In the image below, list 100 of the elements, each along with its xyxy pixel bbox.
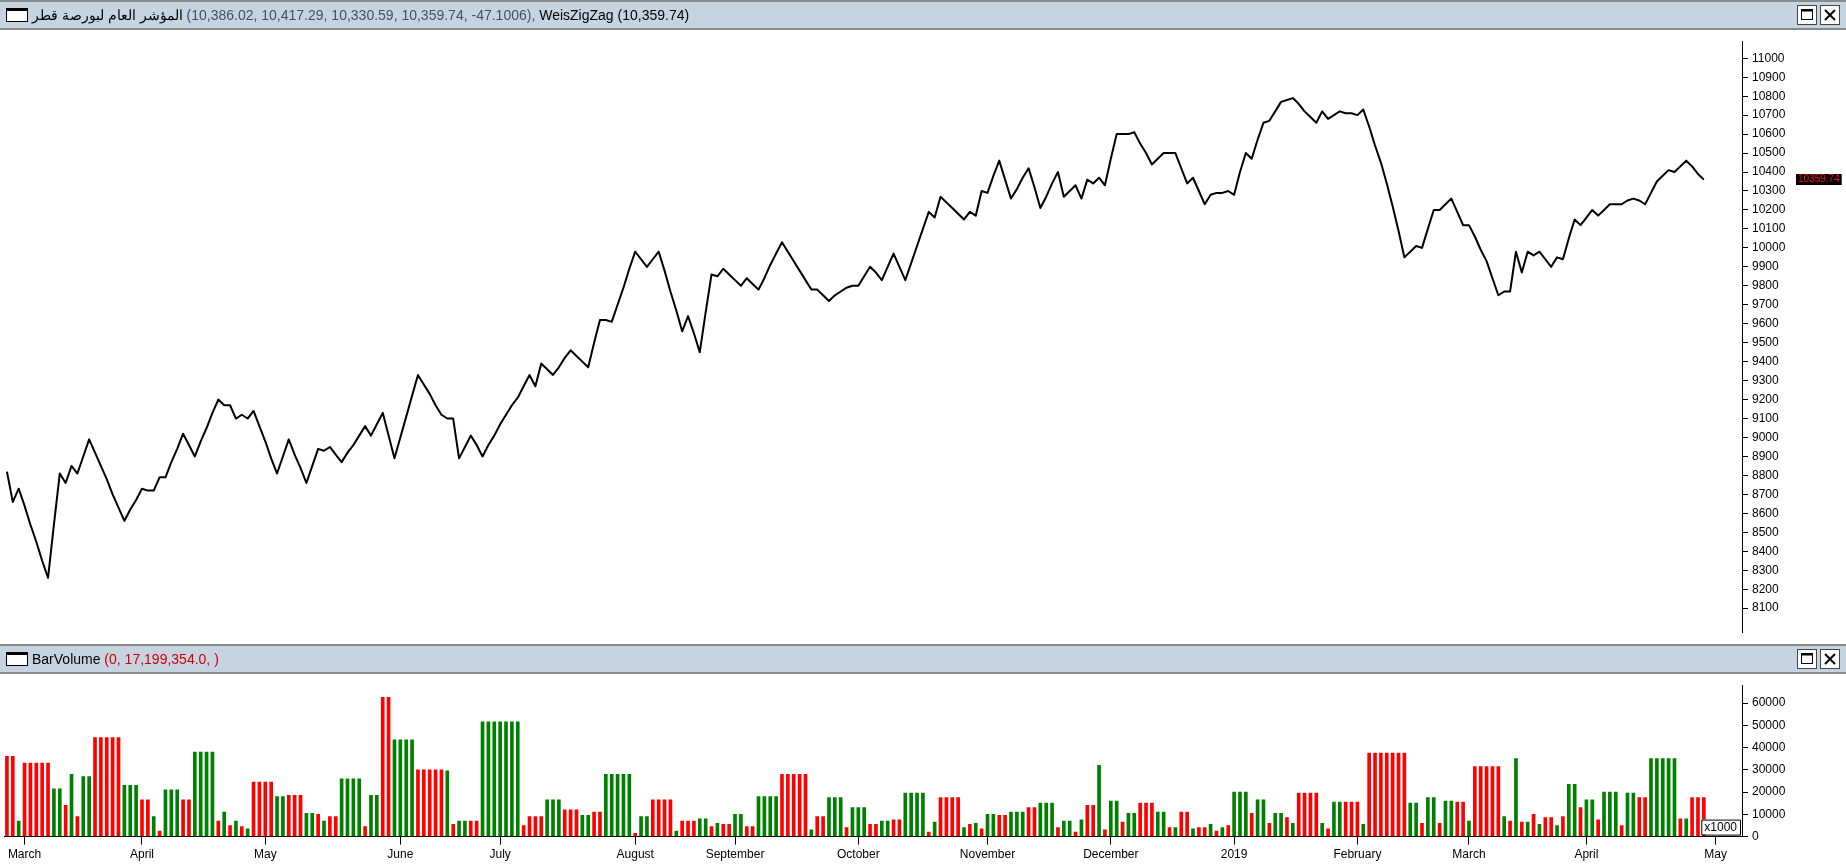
- bar: [1514, 758, 1518, 837]
- bar: [93, 737, 97, 837]
- bar: [1655, 758, 1659, 837]
- y-tick-label: 8300: [1752, 562, 1780, 577]
- bar: [633, 832, 638, 837]
- bar: [1332, 801, 1336, 837]
- x-tick-label: March: [7, 847, 42, 862]
- bar: [1185, 811, 1189, 837]
- bar: [492, 721, 497, 837]
- x-tick-label: August: [616, 847, 655, 862]
- bar: [134, 785, 138, 837]
- bar: [380, 697, 385, 837]
- bar: [909, 792, 913, 837]
- bar: [1690, 797, 1694, 837]
- bar: [956, 797, 960, 837]
- y-tick-label: 8500: [1752, 524, 1780, 539]
- y-tick-label: 10300: [1752, 183, 1786, 198]
- bar: [1097, 765, 1101, 837]
- bar: [545, 799, 549, 837]
- x-tick-label: May: [1704, 847, 1727, 862]
- bar: [879, 820, 884, 837]
- bar: [269, 781, 273, 837]
- bar: [1056, 827, 1060, 837]
- bar: [1285, 817, 1289, 837]
- bar: [463, 820, 467, 837]
- bar: [281, 796, 285, 837]
- bar: [1050, 802, 1054, 837]
- bar: [1279, 812, 1283, 837]
- y-tick-label: 9200: [1752, 391, 1780, 406]
- bar: [1202, 827, 1207, 837]
- bar: [727, 824, 731, 837]
- bar: [128, 785, 133, 837]
- bar: [457, 820, 461, 837]
- x-tick-label: April: [1574, 847, 1599, 862]
- bar: [1044, 802, 1049, 837]
- y-tick-label: 10600: [1752, 126, 1786, 141]
- bar: [52, 788, 56, 837]
- bar: [598, 811, 602, 837]
- bar: [421, 769, 426, 837]
- bar: [1108, 800, 1113, 837]
- bar: [87, 776, 91, 837]
- bar: [838, 797, 843, 837]
- bar: [1408, 802, 1413, 837]
- x-tick-label: July: [489, 847, 511, 862]
- y-tick-label: 10000: [1752, 240, 1786, 255]
- bar: [921, 792, 925, 837]
- bar: [198, 751, 203, 837]
- y-tick-label: 40000: [1752, 739, 1786, 754]
- y-tick-label: 50000: [1752, 717, 1786, 732]
- bar: [1696, 797, 1700, 837]
- bar: [962, 827, 966, 837]
- bar: [645, 816, 649, 837]
- bar: [733, 814, 737, 837]
- chart-title: BarVolume: [32, 651, 101, 667]
- bar: [275, 796, 279, 837]
- bar: [245, 828, 250, 837]
- bar: [744, 826, 749, 837]
- y-tick-label: 0: [1752, 828, 1759, 843]
- bar: [451, 824, 456, 837]
- bar: [140, 799, 144, 837]
- y-tick-label: 9600: [1752, 316, 1780, 331]
- bar: [1684, 818, 1689, 837]
- bar: [997, 815, 1002, 837]
- bar: [187, 799, 191, 837]
- y-tick-label: 9900: [1752, 259, 1780, 274]
- bar: [1361, 824, 1366, 837]
- bar: [903, 792, 908, 837]
- bar: [680, 820, 684, 837]
- bar: [656, 799, 661, 837]
- y-tick-label: 9000: [1752, 429, 1780, 444]
- bar: [1226, 825, 1231, 837]
- bar: [1613, 791, 1618, 837]
- bar: [228, 825, 232, 837]
- y-tick-label: 9500: [1752, 335, 1780, 349]
- bar: [1608, 791, 1612, 837]
- y-tick-label: 11000: [1752, 50, 1785, 65]
- bar: [1590, 799, 1595, 837]
- bar: [1519, 821, 1524, 837]
- y-tick-label: 9100: [1752, 410, 1780, 425]
- y-tick-label: 9800: [1752, 278, 1780, 293]
- bar: [1091, 805, 1096, 837]
- bar: [10, 756, 15, 837]
- bar: [1062, 820, 1066, 837]
- bar: [410, 739, 414, 837]
- y-tick-label: 8900: [1752, 448, 1780, 463]
- bar: [1455, 801, 1460, 837]
- y-tick-label: 10200: [1752, 202, 1786, 217]
- bar: [1138, 802, 1142, 837]
- bar: [562, 809, 567, 837]
- bar: [16, 820, 21, 837]
- bar: [46, 762, 50, 837]
- bar: [1467, 820, 1471, 837]
- y-tick-label: 9400: [1752, 353, 1780, 368]
- bar: [1637, 797, 1642, 837]
- text: 10359.74: [1798, 173, 1841, 185]
- bar: [404, 739, 409, 837]
- bar: [697, 818, 702, 837]
- bar: [609, 773, 614, 837]
- bar: [1496, 766, 1501, 837]
- bar: [310, 812, 315, 837]
